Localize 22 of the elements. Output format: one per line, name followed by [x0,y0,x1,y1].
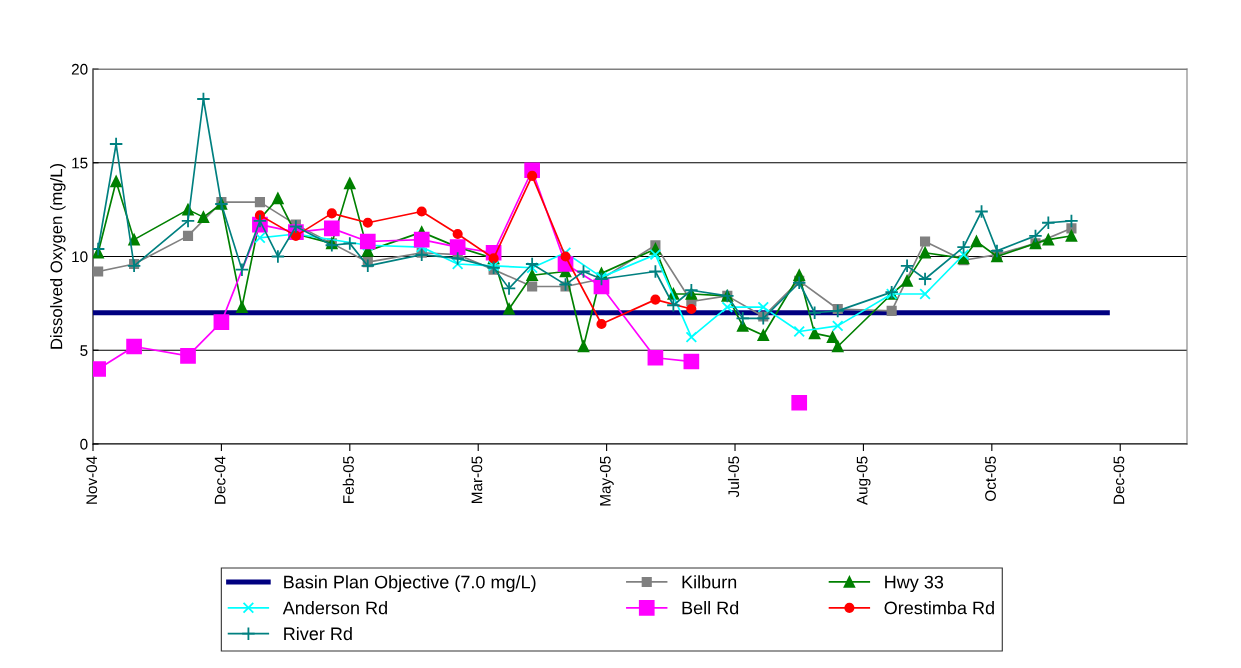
legend-label: Basin Plan Objective (7.0 mg/L) [284,575,536,593]
x-tick-label: Oct-05 [985,456,996,501]
legend-label: River Rd [284,626,352,641]
legend-label: Hwy 33 [885,575,944,593]
y-axis-title: Dissolved Oxygen (mg/L) [50,163,66,349]
x-tick-label: Mar-05 [471,456,483,503]
y-tick-label: 20 [71,63,88,75]
x-tick-label: May-05 [599,456,614,506]
y-tick-label: 15 [72,157,88,169]
y-tick-label: 10 [72,251,88,263]
legend-label: Kilburn [682,575,737,589]
x-tick-label: Dec-04 [214,456,226,504]
x-tick-label: Dec-05 [1113,456,1125,504]
legend-label: Bell Rd [682,601,739,615]
x-tick-label: Nov-04 [86,456,98,504]
x-tick-label: Feb-05 [342,456,354,503]
x-tick-label: Jul-05 [727,456,740,498]
legend-label: Orestimba Rd [884,601,994,615]
y-tick-label: 0 [80,438,88,450]
legend-label: Anderson Rd [282,601,387,615]
x-tick-label: Aug-05 [856,456,871,506]
y-tick-label: 5 [80,345,88,356]
